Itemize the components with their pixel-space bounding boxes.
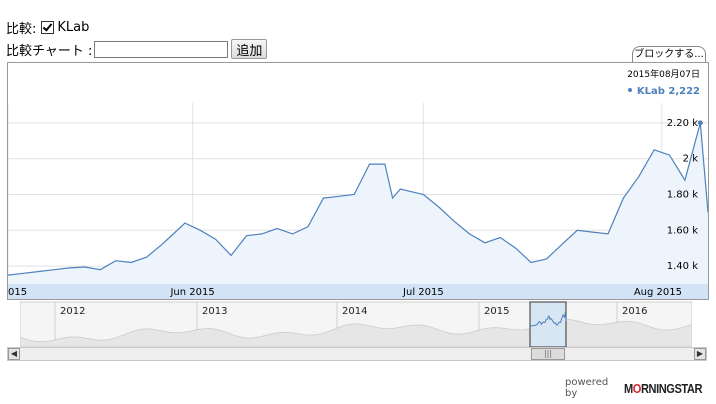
legend-entry: KLab 2,222	[637, 86, 700, 97]
price-chart[interactable]: 1.40 k 1.60 k 1.80 k 2 k 2.20 k 015 Jun 2015 J…	[7, 62, 709, 300]
scroll-thumb[interactable]: |||	[531, 348, 565, 360]
compare-row: 比較: KLab	[6, 18, 89, 37]
y-tick-label: 2 k	[683, 154, 699, 165]
x-tick-label: Aug 2015	[634, 287, 682, 298]
scroll-right-icon[interactable]: ▶	[694, 348, 706, 360]
price-chart-svg: 1.40 k 1.60 k 1.80 k 2 k 2.20 k 015 Jun 2015 J…	[7, 68, 709, 299]
morningstar-logo[interactable]: MORNINGSTAR	[624, 380, 703, 396]
navigator-year-label: 2013	[202, 306, 227, 317]
x-axis-band	[8, 284, 708, 299]
navigator-window[interactable]	[529, 301, 567, 348]
powered-by: powered by MORNINGSTAR	[565, 377, 716, 399]
navigator-selected-line	[529, 312, 567, 327]
navigator-year-label: 2016	[622, 306, 647, 317]
y-tick-label: 2.20 k	[667, 118, 698, 129]
navigator[interactable]: 2012 2013 2014 2015 2016	[19, 297, 693, 348]
navigator-svg: 2012 2013 2014 2015 2016	[19, 301, 693, 348]
scrollbar[interactable]: ◀ ||| ▶	[7, 347, 707, 361]
y-tick-label: 1.80 k	[667, 190, 698, 201]
highlight-point	[697, 120, 703, 126]
compare-checkbox[interactable]	[41, 21, 55, 34]
scroll-left-icon[interactable]: ◀	[8, 348, 20, 360]
legend-marker-icon	[628, 88, 632, 92]
x-tick-label: 015	[8, 287, 27, 298]
y-tick-labels: 1.40 k 1.60 k 1.80 k 2 k 2.20 k	[667, 118, 698, 272]
x-tick-labels: 015 Jun 2015 Jul 2015 Aug 2015	[8, 287, 682, 298]
compare-chart-input[interactable]	[94, 40, 229, 58]
legend-date: 2015年08月07日	[627, 68, 700, 80]
compare-ticker: KLab	[57, 20, 90, 35]
navigator-year-label: 2014	[342, 306, 367, 317]
price-line	[7, 122, 709, 276]
compare-chart-label: 比較チャート :	[6, 43, 93, 59]
navigator-area	[19, 318, 693, 348]
compare-label: 比較:	[6, 22, 37, 37]
y-tick-label: 1.60 k	[667, 225, 698, 236]
powered-by-label: powered by	[565, 377, 609, 399]
price-area	[8, 122, 708, 285]
x-tick-label: Jul 2015	[402, 287, 444, 298]
navigator-year-label: 2012	[60, 306, 85, 317]
x-tick-label: Jun 2015	[169, 287, 214, 298]
navigator-year-label: 2015	[484, 306, 509, 317]
compare-chart-row: 比較チャート : 追加	[6, 39, 268, 59]
y-tick-label: 1.40 k	[667, 261, 698, 272]
add-button[interactable]: 追加	[231, 39, 268, 59]
